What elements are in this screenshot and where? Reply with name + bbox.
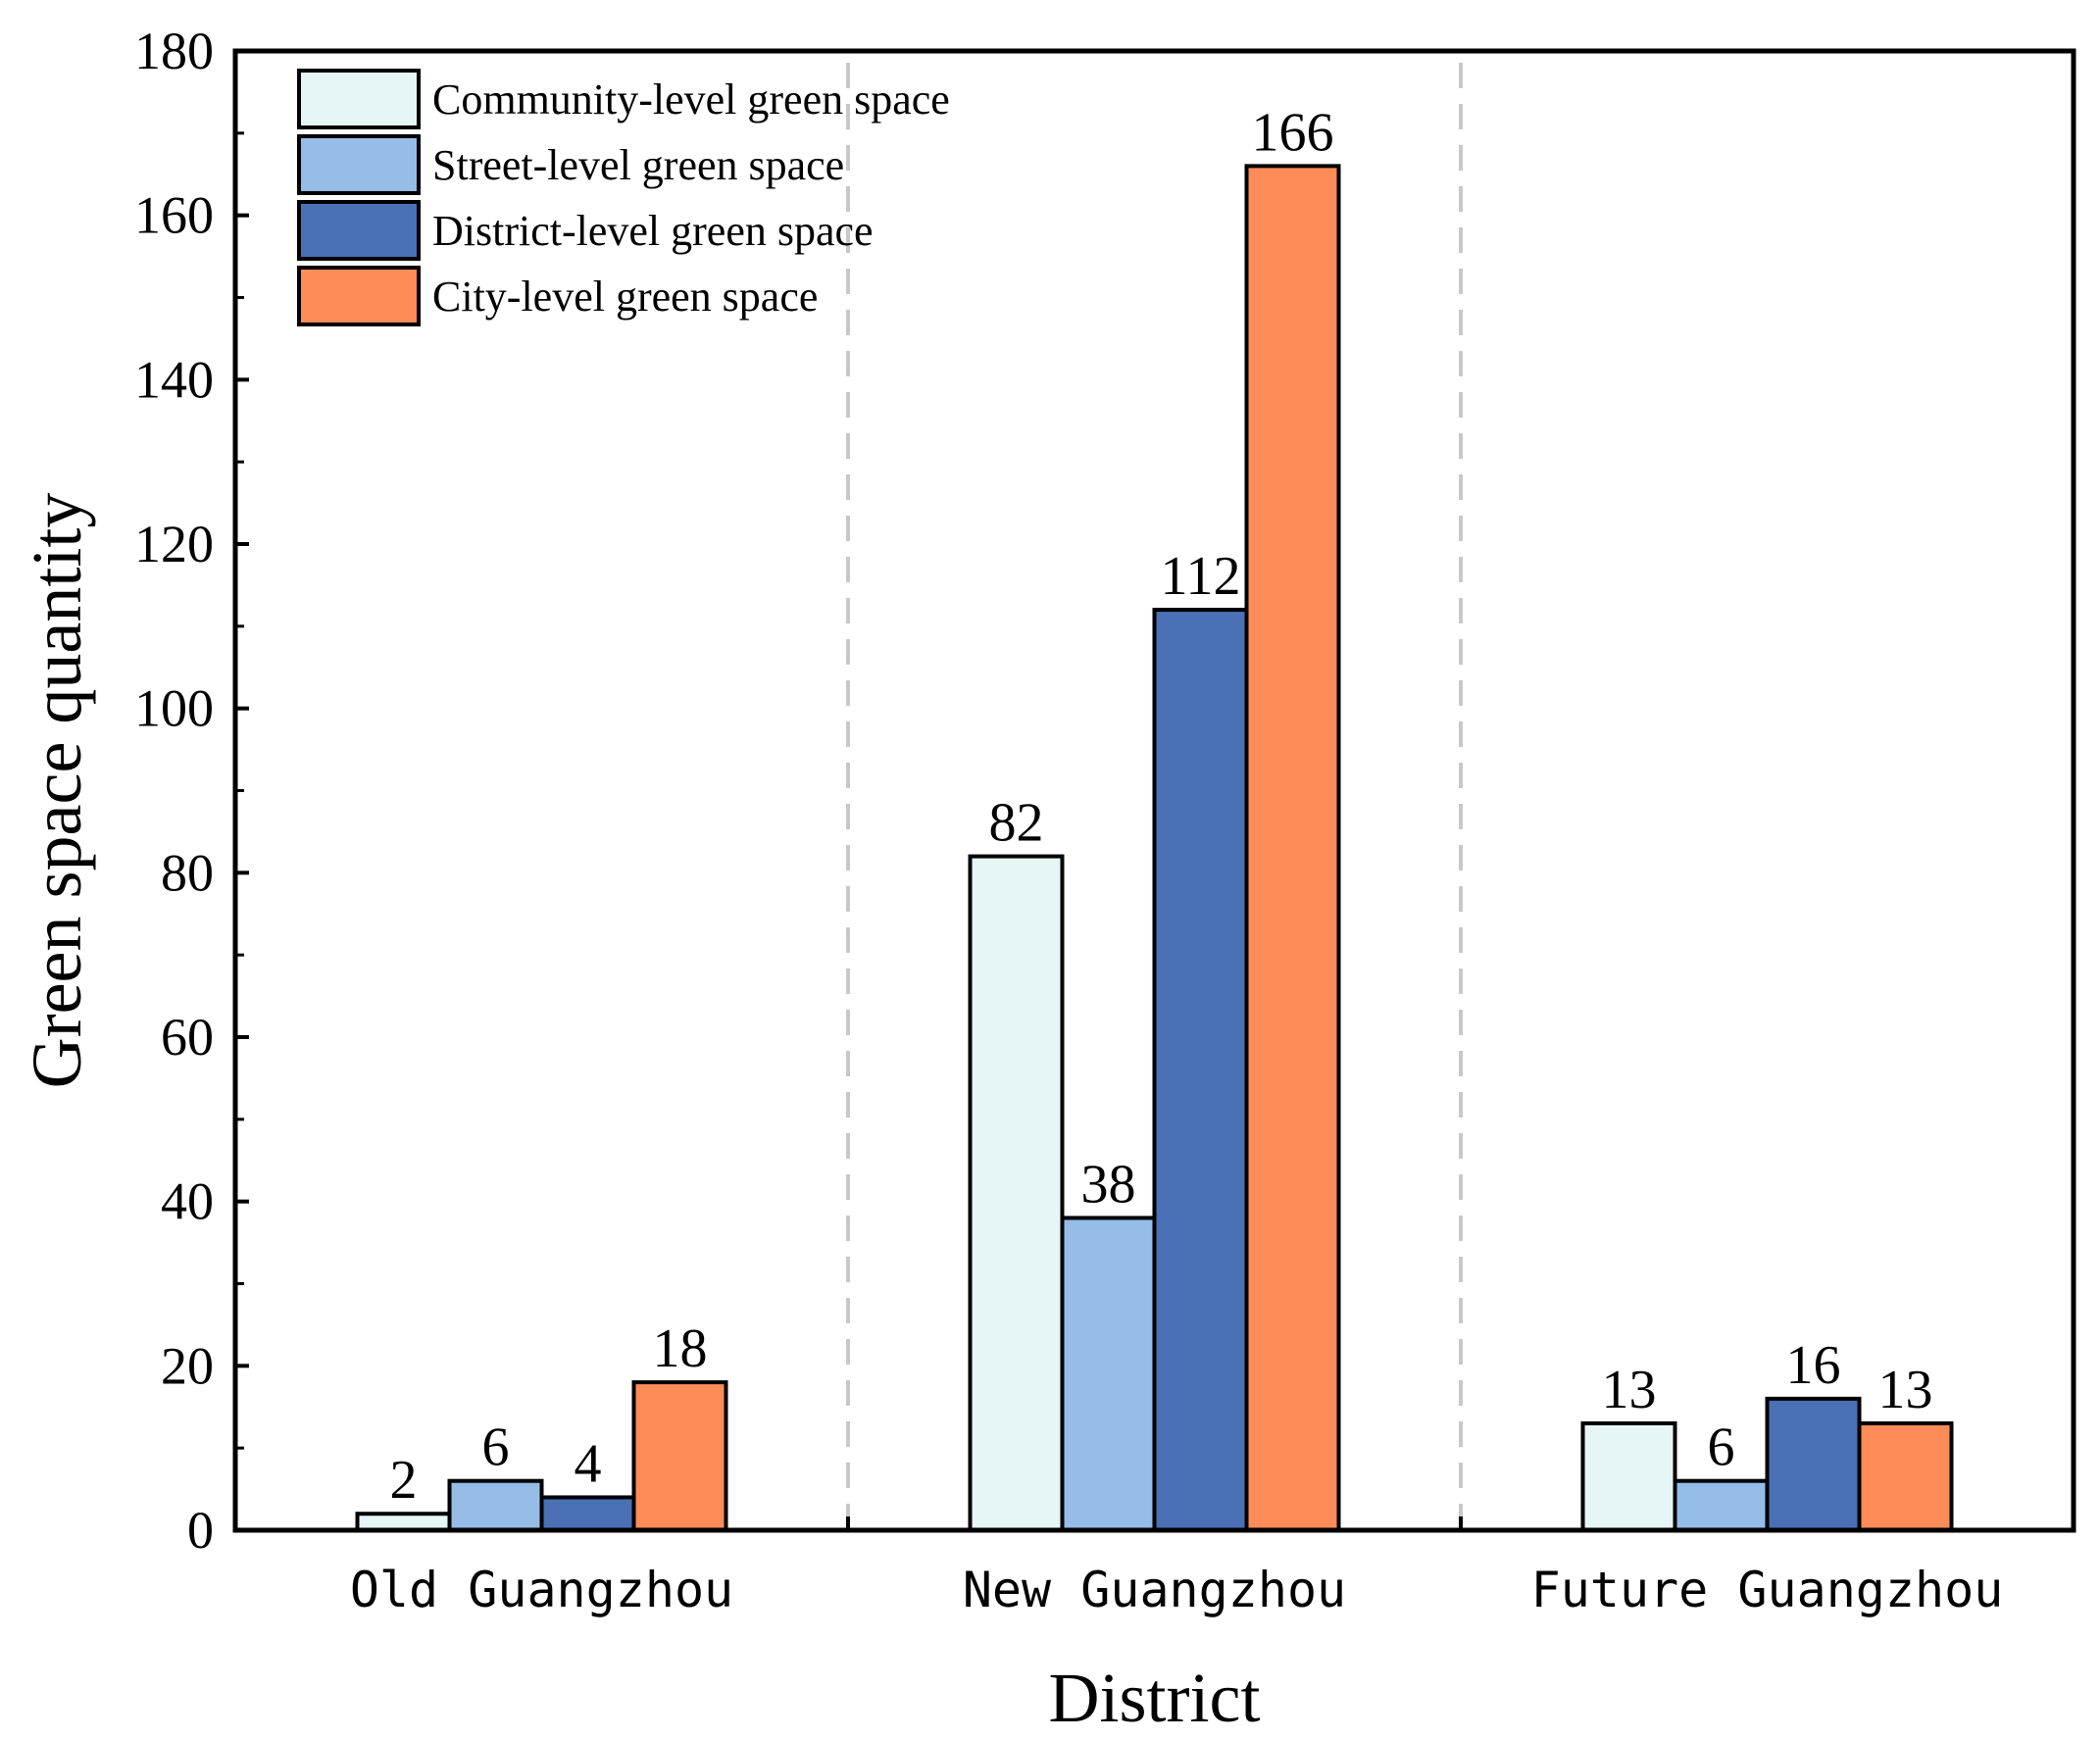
- bar-value-label: 18: [653, 1318, 708, 1379]
- bar-value-label: 166: [1252, 102, 1334, 163]
- y-axis-title: Green space quantity: [18, 493, 96, 1089]
- bar-value-label: 6: [482, 1417, 510, 1478]
- category-labels-group: Old Guangzhou New Guangzhou Future Guangzh…: [350, 1562, 2003, 1618]
- bar: [1060, 1216, 1157, 1533]
- bar: [1244, 164, 1341, 1532]
- legend-label: District-level green space: [432, 207, 874, 255]
- y-tick-label: 60: [161, 1008, 214, 1067]
- x-category-label: Future Guangzhou: [1531, 1562, 2004, 1618]
- legend: Community-level green space Street-level …: [297, 69, 950, 326]
- legend-label: Community-level green space: [432, 75, 950, 124]
- x-category-label: Old Guangzhou: [350, 1562, 733, 1618]
- bar: [1765, 1396, 1862, 1533]
- x-axis-title: District: [1049, 1659, 1261, 1737]
- ticks-group: 0 20 40 60 80 100 120 140 160 180: [134, 22, 1463, 1560]
- legend-label: City-level green space: [432, 273, 818, 321]
- x-category-label: New Guangzhou: [963, 1562, 1346, 1618]
- y-tick-label: 120: [134, 515, 214, 573]
- legend-swatch: [297, 200, 421, 261]
- bar-value-label: 82: [989, 793, 1044, 854]
- legend-swatch: [297, 266, 421, 326]
- bar: [1580, 1421, 1677, 1533]
- bar-value-label: 13: [1602, 1360, 1657, 1420]
- bar-value-label: 4: [575, 1433, 602, 1494]
- bar-value-label: 6: [1708, 1417, 1735, 1478]
- bar: [1673, 1478, 1770, 1532]
- legend-swatch: [297, 69, 421, 129]
- bar-value-label: 2: [390, 1450, 418, 1511]
- bar: [1152, 608, 1249, 1532]
- bar: [968, 854, 1065, 1532]
- bar-value-label: 13: [1878, 1360, 1933, 1420]
- bar-value-label: 38: [1081, 1154, 1136, 1215]
- bar: [447, 1478, 544, 1532]
- y-tick-label: 160: [134, 186, 214, 245]
- legend-label: Street-level green space: [432, 141, 844, 189]
- y-tick-label: 140: [134, 350, 214, 409]
- bars-group: [355, 164, 1954, 1533]
- y-tick-label: 80: [161, 843, 214, 902]
- y-tick-label: 100: [134, 679, 214, 738]
- y-tick-label: 180: [134, 22, 214, 80]
- bar-labels-group: 2 6 4 18 82 38 112 166 13 6 16 13: [390, 102, 1933, 1511]
- y-tick-label: 0: [187, 1501, 214, 1560]
- bar-value-label: 112: [1161, 546, 1241, 607]
- legend-swatch: [297, 134, 421, 195]
- bar: [539, 1495, 636, 1533]
- y-tick-label: 20: [161, 1336, 214, 1395]
- bar: [631, 1380, 728, 1532]
- y-tick-label: 40: [161, 1172, 214, 1231]
- bar: [355, 1512, 452, 1532]
- bar-value-label: 16: [1786, 1335, 1841, 1396]
- bar: [1857, 1421, 1954, 1533]
